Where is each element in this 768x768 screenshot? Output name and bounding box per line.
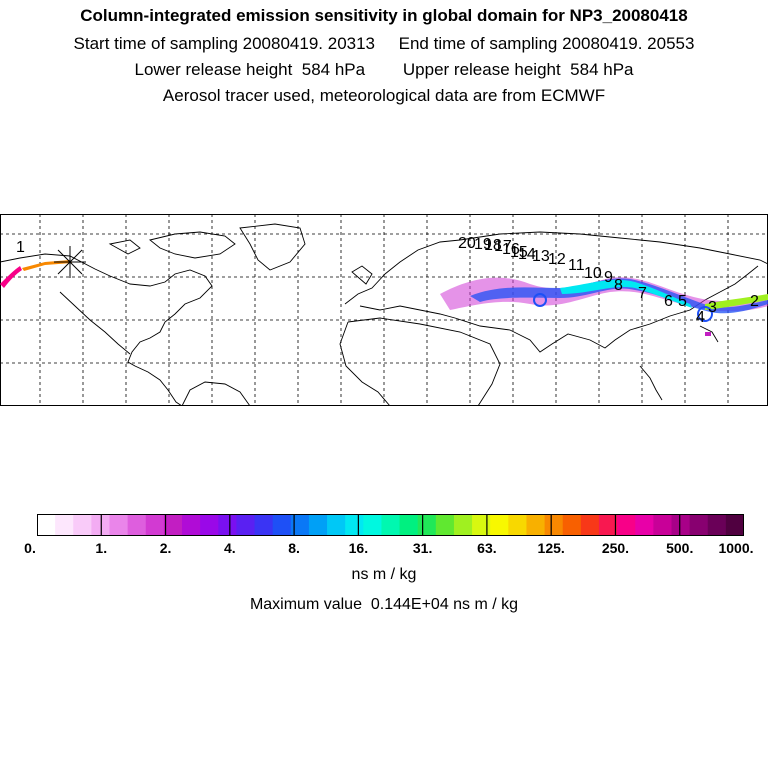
colorbar-cell <box>453 514 473 536</box>
colorbar-cell <box>37 514 56 536</box>
day-label-15: 15 <box>510 244 528 261</box>
day-label-19: 19 <box>474 236 492 253</box>
colorbar-cell <box>653 514 673 536</box>
colorbar-cell <box>490 514 509 536</box>
colorbar-cell <box>725 514 744 536</box>
day-labels: 20 19 18 17 16 15 14 13 12 11 10 9 8 7 6… <box>16 235 759 326</box>
colorbar-cell <box>508 514 528 536</box>
colorbar-cell <box>327 514 346 536</box>
colorbar-cell <box>145 514 165 536</box>
colorbar-cell <box>689 514 709 536</box>
colorbar-cell <box>55 514 74 536</box>
day-label-14: 14 <box>518 246 536 263</box>
graticule <box>0 214 768 406</box>
colorbar-cell <box>363 514 383 536</box>
colorbar-tick-label: 63. <box>477 540 497 556</box>
colorbar-tick-label: 125. <box>537 540 565 556</box>
colorbar-tick-label: 0. <box>24 540 36 556</box>
colorbar-cell <box>417 514 437 536</box>
day-label-2: 2 <box>750 293 759 310</box>
colorbar-cell <box>254 514 274 536</box>
colorbar-tick-label: 31. <box>412 540 433 556</box>
colorbar-tick-label: 8. <box>288 540 300 556</box>
day-label-13: 13 <box>532 248 550 265</box>
colorbar-cell <box>472 514 491 536</box>
day-label-1: 1 <box>16 239 25 256</box>
colorbar-cell <box>635 514 654 536</box>
colorbar-cell <box>617 514 636 536</box>
day-label-5: 5 <box>678 293 687 310</box>
release-height-line: Lower release height 584 hPa Upper relea… <box>134 60 634 79</box>
colorbar-cell <box>580 514 600 536</box>
colorbar-cell <box>598 514 618 536</box>
colorbar-tick-label: 250. <box>601 540 630 556</box>
colorbar-cell <box>163 514 183 536</box>
colorbar-unit: ns m / kg <box>351 566 417 583</box>
colorbar-tick-label: 2. <box>159 540 172 556</box>
colorbar-cell <box>544 514 564 536</box>
colorbar-frame <box>37 514 744 536</box>
star-icon <box>54 246 86 278</box>
colorbar-tick-label: 16. <box>348 540 369 556</box>
colorbar-cell <box>200 514 219 536</box>
coastlines <box>0 223 768 406</box>
day-label-3: 3 <box>708 299 717 316</box>
day-label-12: 12 <box>548 251 566 268</box>
colorbar-cell <box>671 514 691 536</box>
tracer-info-line: Aerosol tracer used, meteorological data… <box>162 86 606 105</box>
day-label-11: 11 <box>568 257 585 274</box>
colorbar-cell <box>381 514 401 536</box>
plot-title: Column-integrated emission sensitivity i… <box>80 6 688 25</box>
colorbar-cell <box>127 514 147 536</box>
colorbar-cell <box>526 514 546 536</box>
day-label-20: 20 <box>458 235 476 252</box>
colorbar-cell <box>399 514 419 536</box>
colorbar-cell <box>109 514 129 536</box>
colorbar-cell <box>218 514 238 536</box>
day-label-10: 10 <box>584 265 602 282</box>
colorbar-cell <box>73 514 92 536</box>
day-label-8: 8 <box>614 277 623 294</box>
day-label-18: 18 <box>484 237 502 254</box>
colorbar-cell <box>272 514 292 536</box>
emission-sensitivity-plume <box>0 260 768 336</box>
colorbar-cell <box>290 514 310 536</box>
colorbar <box>37 514 744 536</box>
day-label-17: 17 <box>494 238 512 255</box>
colorbar-tick-label: 500. <box>666 540 694 556</box>
day-label-7: 7 <box>638 285 647 302</box>
colorbar-cell <box>435 514 455 536</box>
colorbar-cells <box>37 514 744 536</box>
colorbar-dividers <box>100 514 681 536</box>
colorbar-cell <box>182 514 201 536</box>
colorbar-cell <box>236 514 256 536</box>
colorbar-cell <box>345 514 364 536</box>
day-label-16: 16 <box>502 241 520 258</box>
release-point <box>54 246 86 278</box>
colorbar-tick-label: 4. <box>223 540 236 556</box>
sampling-time-line: Start time of sampling 20080419. 20313 E… <box>73 34 695 53</box>
colorbar-tick-label: 1. <box>95 540 108 556</box>
day-label-9: 9 <box>604 269 613 286</box>
colorbar-cell <box>562 514 582 536</box>
max-value-text: Maximum value 0.144E+04 ns m / kg <box>249 596 519 613</box>
day-label-6: 6 <box>664 293 673 310</box>
world-map: 20 19 18 17 16 15 14 13 12 11 10 9 8 7 6… <box>0 214 768 406</box>
day-label-4: 4 <box>696 309 705 326</box>
colorbar-cell <box>707 514 727 536</box>
colorbar-tick-label: 1000. <box>718 540 754 556</box>
colorbar-cell <box>308 514 328 536</box>
